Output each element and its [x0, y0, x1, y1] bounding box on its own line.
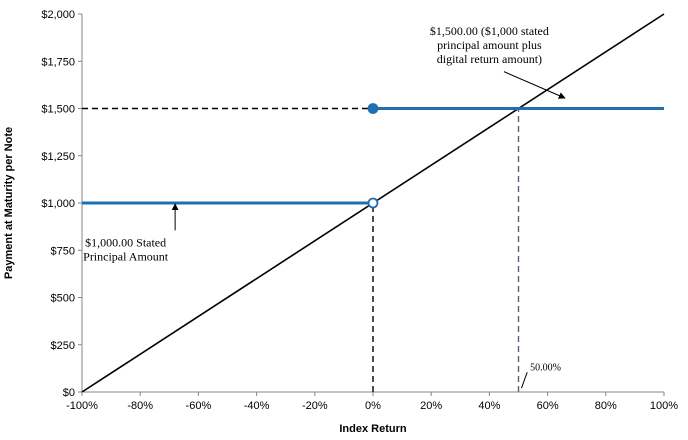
- y-tick-label: $1,500: [41, 104, 75, 116]
- y-tick-label: $250: [51, 340, 75, 352]
- x-tick-label: 100%: [650, 400, 678, 412]
- x-tick-label: -100%: [66, 400, 98, 412]
- x-axis-title: Index Return: [339, 423, 407, 435]
- y-tick-label: $1,750: [41, 56, 75, 68]
- x-tick-label: 80%: [595, 400, 617, 412]
- annotation-text-1: Principal Amount: [83, 249, 169, 263]
- y-tick-label: $0: [63, 387, 75, 399]
- y-axis-title: Payment at Maturity per Note: [3, 127, 15, 279]
- x-tick-label: -80%: [127, 400, 153, 412]
- x-tick-label: -20%: [302, 400, 328, 412]
- annotation-arrow-0: [503, 71, 566, 99]
- x-tick-label: -60%: [186, 400, 212, 412]
- x-tick-label: 40%: [478, 400, 500, 412]
- y-tick-label: $750: [51, 245, 75, 257]
- annotation-text-0: digital return amount): [437, 52, 542, 66]
- y-tick-label: $1,250: [41, 151, 75, 163]
- y-tick-label: $1,000: [41, 198, 75, 210]
- annotation-text-2: 50.00%: [530, 362, 561, 373]
- x-tick-label: 0%: [365, 400, 381, 412]
- annotation-arrow-2: [520, 371, 528, 389]
- marker-filled-1: [367, 103, 379, 114]
- x-tick-label: -40%: [244, 400, 270, 412]
- marker-open-0: [367, 197, 379, 209]
- annotation-text-0: principal amount plus: [437, 38, 542, 52]
- x-tick-label: 60%: [537, 400, 559, 412]
- y-tick-label: $2,000: [41, 9, 75, 21]
- annotation-text-1: $1,000.00 Stated: [85, 235, 166, 249]
- x-tick-label: 20%: [420, 400, 442, 412]
- annotation-text-0: $1,500.00 ($1,000 stated: [430, 24, 549, 38]
- y-tick-label: $500: [51, 293, 75, 305]
